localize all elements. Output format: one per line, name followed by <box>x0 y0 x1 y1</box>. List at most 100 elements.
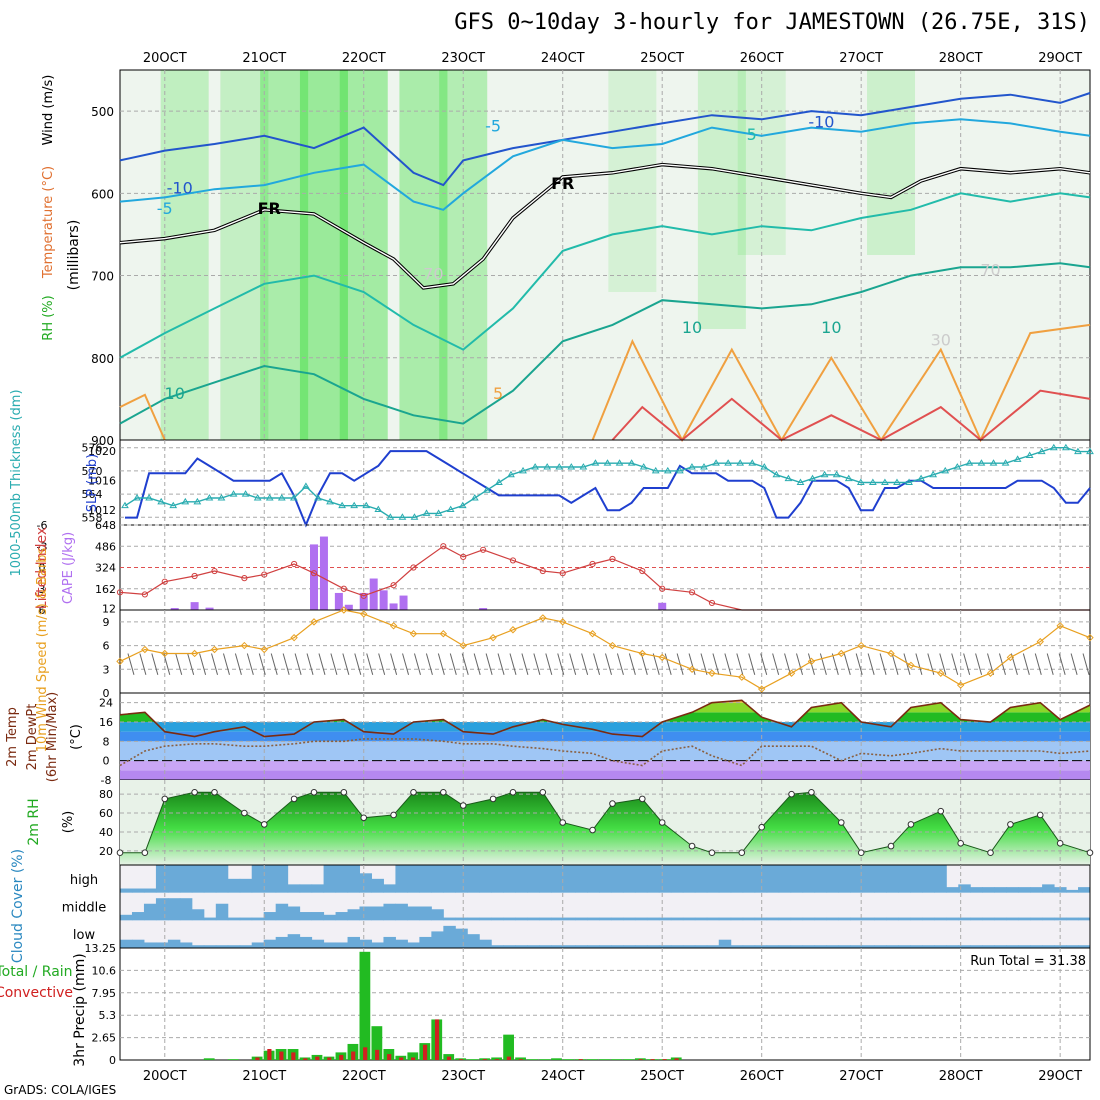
cloud-middle-cell <box>131 912 145 921</box>
cape-bar-6 <box>344 604 353 610</box>
pressure-tick-0: 500 <box>91 105 114 119</box>
cloud-high-cell <box>646 865 660 893</box>
wind-speed-point-20 <box>608 641 617 650</box>
wind-barb <box>533 653 541 675</box>
precip-convective-bar-33 <box>518 1059 523 1060</box>
cape-bar-8 <box>369 578 378 610</box>
rh-point-35 <box>987 849 994 857</box>
wind-barb <box>605 653 612 675</box>
lifted-index-point-9 <box>340 585 347 592</box>
cloud-middle-cell <box>946 917 959 921</box>
contour-label-13: 70 <box>980 261 1000 280</box>
wind-speed-point-14 <box>459 641 467 650</box>
rh-point-38 <box>1056 839 1064 847</box>
precip-tick-4: 10.6 <box>92 964 117 977</box>
cloud-middle-cell <box>587 917 600 921</box>
cloud-low-cell <box>395 939 408 948</box>
wind-barb <box>175 653 183 675</box>
rh-point-34 <box>957 839 964 847</box>
cloud-low-cell <box>515 945 528 948</box>
lifted-index-point-5 <box>241 575 248 582</box>
cloud-low-cell <box>587 945 600 948</box>
precip-convective-bar-45 <box>662 1059 667 1060</box>
cloud-high-cell <box>383 884 396 893</box>
slp-line <box>125 450 1091 528</box>
contour-label-6: -5 <box>485 117 501 136</box>
cape-bar-7 <box>359 592 368 610</box>
cloud-high-cell <box>826 865 840 893</box>
cloud-high-cell <box>610 865 624 893</box>
precip-tick-2: 5.3 <box>99 1009 117 1022</box>
wind-barb <box>187 653 195 675</box>
precip-total-bar-39 <box>587 1059 598 1060</box>
lifted-index-point-16 <box>509 557 517 564</box>
cloud-middle-cell <box>479 917 492 921</box>
cloud-row-label-2: low <box>73 928 96 943</box>
run-total-label: Run Total = 31.38 <box>970 954 1086 969</box>
wind-tick-2: 6 <box>103 640 110 653</box>
pressure-tick-3: 800 <box>91 352 114 366</box>
rh-point-25 <box>738 849 746 857</box>
cloud-high-cell <box>706 865 720 893</box>
cloud-low-cell <box>167 939 181 948</box>
rh-shade-0 <box>160 70 209 440</box>
cloud-middle-cell <box>634 917 648 921</box>
time-label-top-3: 23OCT <box>441 51 485 66</box>
cloud-high-cell <box>443 865 456 893</box>
wind-barb <box>139 653 147 675</box>
thickness-tick-2: 570 <box>82 465 103 478</box>
thickness-point <box>663 466 672 474</box>
wind-speed-point-37 <box>1036 637 1044 646</box>
cloud-high-cell <box>1018 887 1031 893</box>
temp-band-2 <box>120 741 1090 761</box>
thickness-point <box>712 459 720 466</box>
cloud-low-cell <box>742 945 756 948</box>
cloud-high-cell <box>766 865 780 893</box>
lifted-index-point-17 <box>539 567 546 575</box>
thickness-point <box>820 470 829 478</box>
cloud-middle-cell <box>682 917 696 921</box>
wind-speed-point-9 <box>340 606 348 614</box>
cape-bar-11 <box>399 595 408 610</box>
rh-point-9 <box>340 788 348 796</box>
cloud-high-cell <box>143 888 157 893</box>
cloud-low-cell <box>898 945 911 948</box>
wind-tick-3: 9 <box>103 616 110 629</box>
contour-label-11: 30 <box>931 330 951 349</box>
thickness-point <box>1074 447 1082 455</box>
wind-speed-point-19 <box>588 630 597 638</box>
isotherm-6 <box>591 323 1091 443</box>
rh-point-33 <box>937 807 945 815</box>
cloud-low-cell <box>311 939 325 948</box>
thickness-point <box>205 493 214 501</box>
cloud-middle-cell <box>766 917 780 921</box>
wind-barb <box>784 653 792 675</box>
rh-shade-2 <box>260 70 309 440</box>
cloud-middle-cell <box>359 906 372 921</box>
precip-convective-bar-22 <box>387 1054 392 1060</box>
thickness-tick-0: 558 <box>82 511 103 524</box>
wind-speed-point-31 <box>887 649 895 658</box>
rh-ylabel: 2m RH <box>26 798 42 845</box>
cloud-middle-cell <box>263 912 277 921</box>
cloud-high-cell <box>838 865 851 893</box>
wind-speed-point-36 <box>1006 653 1015 662</box>
precip-convective-bar-14 <box>291 1052 296 1060</box>
upper-air-ylabel-1: Temperature (°C) <box>41 166 56 279</box>
isotherm-4 <box>119 262 1091 425</box>
cape-tick-1: 162 <box>95 583 116 596</box>
cloud-high-cell <box>994 887 1007 893</box>
cloud-low-cell <box>239 945 253 948</box>
cloud-low-cell <box>131 939 145 948</box>
wind-barb <box>855 653 863 675</box>
cloud-low-cell <box>443 925 456 948</box>
thickness-point <box>675 466 684 474</box>
cloud-high-cell <box>371 878 384 893</box>
wind-speed-point-3 <box>190 649 199 658</box>
rh-point-19 <box>589 826 596 834</box>
precip-label-convective: Convective <box>0 985 73 1001</box>
thickness-point <box>905 478 913 485</box>
cloud-middle-cell <box>419 906 432 921</box>
thickness-point <box>121 501 129 509</box>
rh-point-14 <box>459 802 467 809</box>
